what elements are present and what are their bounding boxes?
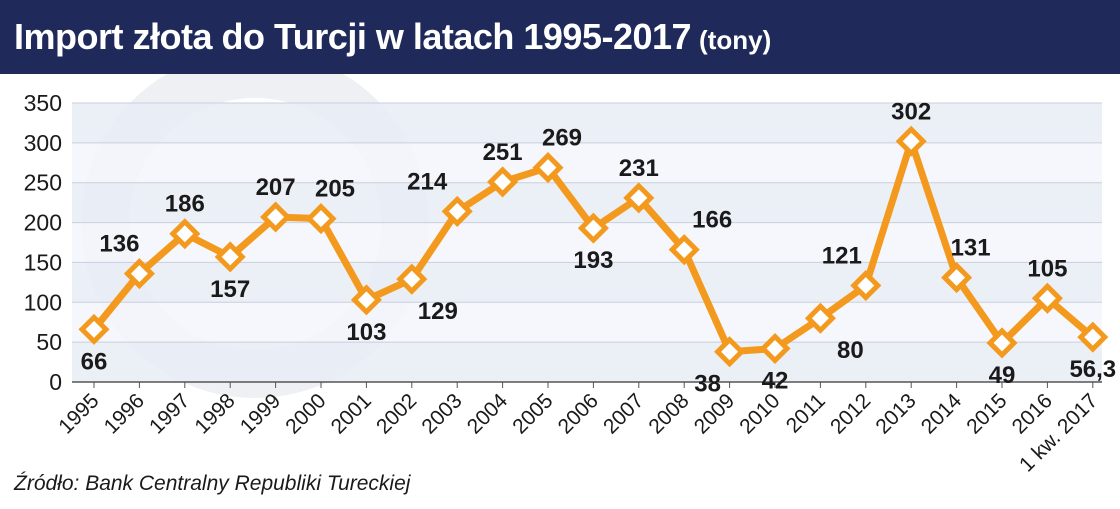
data-point [804, 302, 836, 334]
data-label: 207 [256, 174, 296, 201]
chart-title: Import złota do Turcji w latach 1995-201… [14, 16, 692, 57]
data-point [759, 332, 791, 365]
data-point [169, 218, 201, 250]
data-label: 105 [1027, 255, 1067, 282]
data-point [305, 203, 337, 235]
y-tick-label: 0 [49, 369, 62, 395]
x-tick-label: 1996 [100, 389, 149, 438]
data-label: 214 [407, 168, 448, 195]
grid-band [72, 342, 1102, 382]
y-tick-label: 150 [24, 249, 62, 275]
x-tick-label: 2012 [826, 389, 875, 438]
data-point [396, 263, 428, 295]
data-point [895, 125, 927, 157]
y-tick-label: 300 [24, 130, 62, 156]
data-point [850, 270, 882, 302]
data-point [350, 284, 382, 316]
data-point [941, 262, 973, 294]
data-point [260, 201, 292, 233]
x-tick-label: 2007 [599, 389, 648, 438]
data-point [441, 195, 473, 227]
x-tick-label: 2000 [281, 389, 330, 438]
data-label: 136 [99, 231, 139, 258]
data-label: 49 [989, 362, 1016, 389]
chart-unit: (tony) [699, 24, 772, 55]
x-tick-label: 2003 [417, 389, 466, 438]
data-label: 231 [619, 155, 659, 182]
grid-band [72, 142, 1102, 183]
data-point [1077, 321, 1109, 353]
data-label: 121 [822, 243, 862, 270]
data-label: 66 [81, 348, 108, 375]
data-label: 166 [692, 207, 732, 234]
x-tick-label: 2001 [327, 389, 376, 438]
y-tick-label: 100 [24, 289, 62, 315]
data-point [668, 234, 700, 266]
data-label: 193 [573, 247, 613, 274]
data-point [78, 313, 110, 345]
x-tick-label: 2005 [508, 389, 557, 438]
y-tick-label: 350 [24, 90, 62, 116]
x-tick-label: 2015 [962, 389, 1011, 438]
data-label: 80 [837, 337, 864, 364]
y-tick-label: 200 [24, 210, 62, 236]
data-point [714, 336, 746, 368]
x-tick-label: 1998 [190, 389, 239, 438]
data-label: 205 [315, 176, 355, 203]
data-label: 251 [483, 139, 523, 166]
data-point [532, 152, 564, 184]
header-bar: Import złota do Turcji w latach 1995-201… [0, 0, 1120, 74]
grid-band [72, 262, 1102, 303]
x-tick-label: 2011 [782, 389, 830, 437]
data-label: 186 [165, 191, 205, 218]
data-point [487, 166, 519, 198]
data-label: 131 [951, 235, 991, 262]
y-tick-label: 50 [36, 329, 62, 355]
x-tick-label: 2013 [871, 389, 920, 438]
x-tick-label: 2008 [644, 389, 693, 438]
data-point [1031, 282, 1063, 314]
x-tick-label: 1995 [54, 389, 103, 438]
data-label: 269 [542, 125, 582, 152]
data-label: 129 [418, 298, 458, 325]
data-label: 103 [346, 319, 386, 346]
data-label: 157 [210, 276, 250, 303]
x-tick-label: 2014 [917, 389, 967, 439]
data-label: 38 [694, 371, 721, 398]
x-tick-label: 2002 [372, 389, 421, 438]
data-point [123, 258, 155, 290]
data-point [214, 241, 246, 273]
y-tick-label: 250 [24, 170, 62, 196]
x-tick-label: 2006 [554, 389, 603, 438]
data-label: 56,3 [1069, 356, 1116, 383]
grid-band [72, 302, 1102, 343]
data-label: 42 [762, 368, 789, 395]
x-tick-label: 2010 [735, 389, 784, 438]
x-tick-label: 2004 [463, 389, 513, 439]
source-note: Źródło: Bank Centralny Republiki Turecki… [14, 472, 411, 495]
data-label: 302 [891, 98, 931, 125]
grid-band [72, 103, 1102, 143]
x-tick-label: 1997 [145, 389, 194, 438]
line-chart: 0501001502002503003501995199619971998199… [24, 74, 1116, 474]
data-point [623, 182, 655, 214]
data-point [577, 212, 609, 244]
data-point [986, 327, 1018, 359]
